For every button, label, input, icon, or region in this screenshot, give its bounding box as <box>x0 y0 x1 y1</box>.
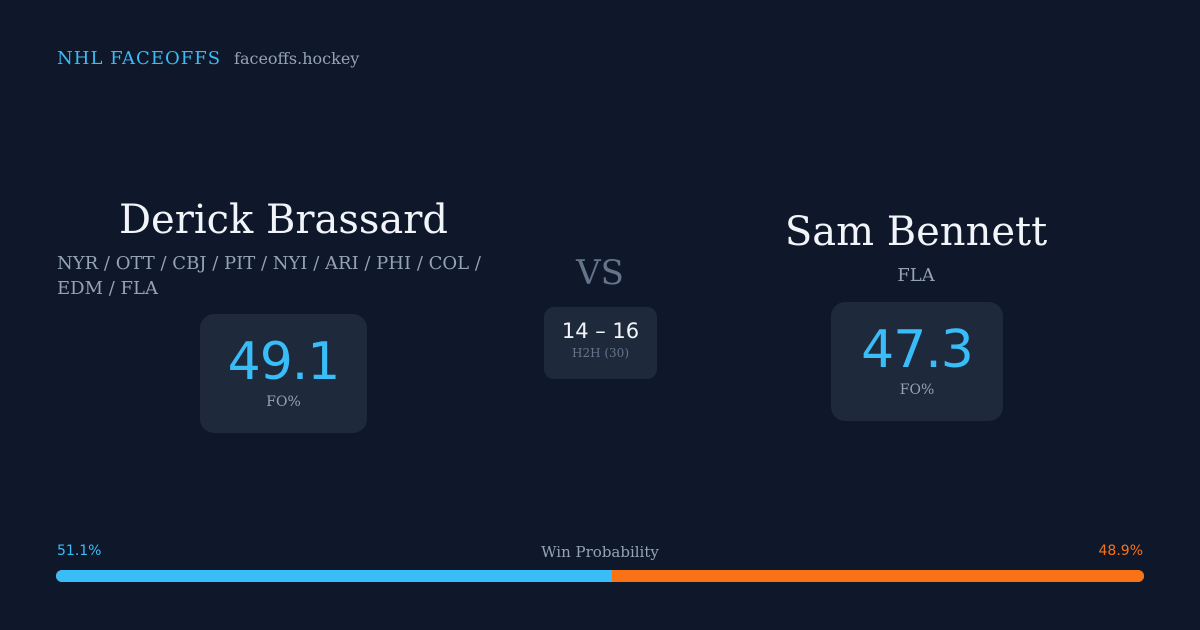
player-2-stat-card: 47.3 FO% <box>831 302 1003 421</box>
win-probability-right: 48.9% <box>1098 543 1143 559</box>
player-2-name: Sam Bennett <box>784 209 1048 255</box>
h2h-label: H2H (30) <box>571 346 629 360</box>
player-2-teams: FLA <box>897 265 935 286</box>
win-probability-left: 51.1% <box>57 543 102 559</box>
win-probability-bar <box>56 570 1144 582</box>
player-1: Derick Brassard NYR / OTT / CBJ / PIT / … <box>57 195 510 301</box>
win-probability-bar-right <box>611 570 1144 582</box>
h2h-card: 14 – 16 H2H (30) <box>544 307 657 379</box>
player-2-fo-label: FO% <box>899 382 935 398</box>
player-1-teams: NYR / OTT / CBJ / PIT / NYI / ARI / PHI … <box>57 253 481 299</box>
h2h-score: 14 – 16 <box>561 319 640 343</box>
win-probability-bar-left <box>56 570 612 582</box>
win-probability-title: Win Probability <box>541 543 659 561</box>
brand: NHL FACEOFFS faceoffs.hockey <box>57 48 359 69</box>
brand-title[interactable]: NHL FACEOFFS <box>57 48 222 69</box>
player-1-name: Derick Brassard <box>118 197 448 243</box>
player-2-fo-pct: 47.3 <box>861 320 974 380</box>
brand-domain[interactable]: faceoffs.hockey <box>234 49 360 68</box>
player-2: Sam Bennett FLA <box>690 207 1142 288</box>
vs-label: VS <box>576 253 624 293</box>
player-1-fo-label: FO% <box>266 394 301 410</box>
player-1-fo-pct: 49.1 <box>227 332 341 392</box>
player-1-stat-card: 49.1 FO% <box>200 314 367 433</box>
win-probability-labels: 51.1% Win Probability 48.9% <box>57 543 1143 563</box>
